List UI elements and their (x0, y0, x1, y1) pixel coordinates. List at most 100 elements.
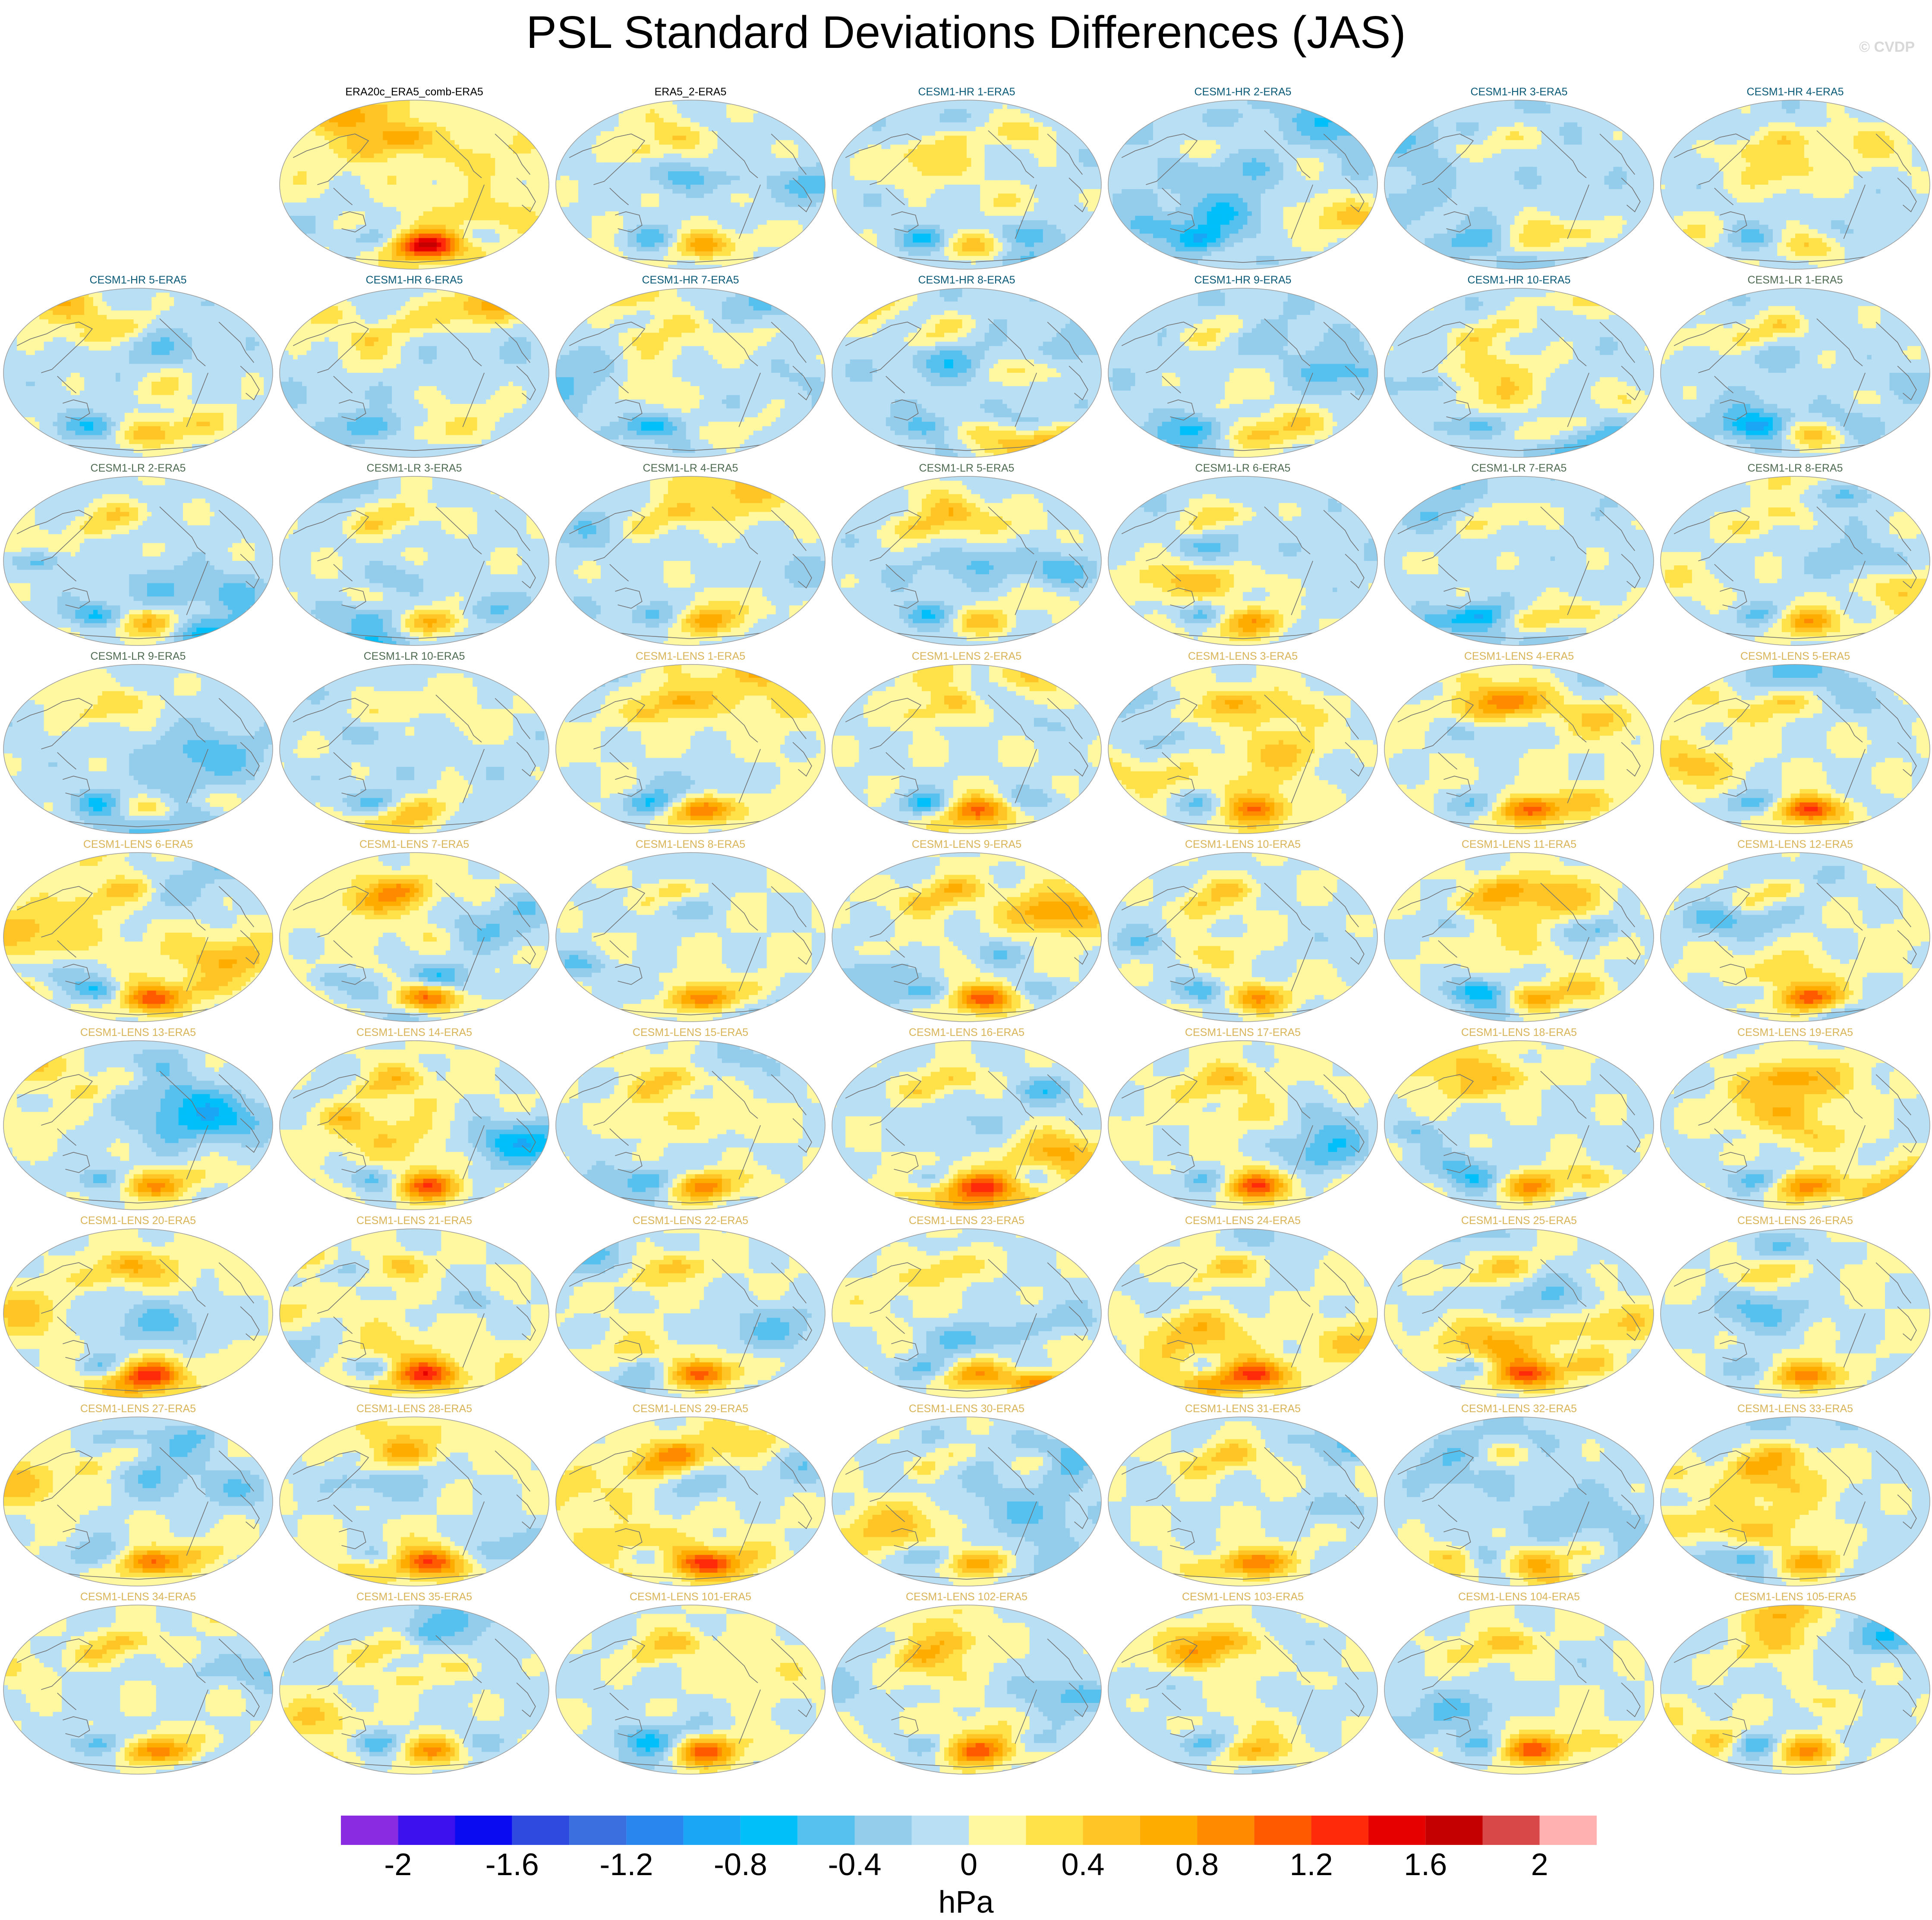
colorbar-tick-label: 2 (1531, 1848, 1548, 1882)
map-panel: CESM1-LENS 23-ERA5 (829, 1213, 1105, 1401)
map-field (552, 1604, 829, 1775)
map-panel: CESM1-LENS 26-ERA5 (1657, 1213, 1932, 1401)
map-panel: CESM1-LENS 7-ERA5 (276, 837, 552, 1025)
map-panel-title: CESM1-LENS 22-ERA5 (552, 1213, 829, 1228)
map-field (829, 1040, 1105, 1211)
map-panel-title: CESM1-LENS 32-ERA5 (1381, 1401, 1657, 1416)
map-field (276, 1416, 552, 1587)
map-field (829, 99, 1105, 270)
map-panel-title: ERA5_2-ERA5 (552, 85, 829, 99)
map-panel: CESM1-LR 4-ERA5 (552, 461, 829, 649)
map-panel: CESM1-LR 7-ERA5 (1381, 461, 1657, 649)
colorbar-swatch (455, 1816, 512, 1845)
map-field (1381, 852, 1657, 1023)
colorbar-swatch (341, 1816, 398, 1845)
map-field (552, 1416, 829, 1587)
map-panel: CESM1-LENS 6-ERA5 (0, 837, 276, 1025)
map-panel: CESM1-LENS 13-ERA5 (0, 1025, 276, 1213)
map-panel: CESM1-LENS 2-ERA5 (829, 649, 1105, 837)
map-panel: CESM1-HR 1-ERA5 (829, 85, 1105, 273)
map-panel: CESM1-LENS 28-ERA5 (276, 1401, 552, 1590)
map-panel-title: CESM1-LENS 104-ERA5 (1381, 1590, 1657, 1604)
map-panel-title: CESM1-LENS 20-ERA5 (0, 1213, 276, 1228)
map-panel-title: CESM1-HR 9-ERA5 (1105, 273, 1381, 287)
map-panel-title: CESM1-LENS 15-ERA5 (552, 1025, 829, 1040)
map-panel-title: CESM1-HR 4-ERA5 (1657, 85, 1932, 99)
colorbar-swatch (1483, 1816, 1540, 1845)
map-panel: CESM1-HR 7-ERA5 (552, 273, 829, 461)
map-panel-title: CESM1-LENS 10-ERA5 (1105, 837, 1381, 852)
map-field (1381, 664, 1657, 834)
map-panel: CESM1-LENS 12-ERA5 (1657, 837, 1932, 1025)
map-panel-title: CESM1-LENS 28-ERA5 (276, 1401, 552, 1416)
map-panel-title: CESM1-HR 3-ERA5 (1381, 85, 1657, 99)
map-panel-title: CESM1-LR 7-ERA5 (1381, 461, 1657, 475)
map-panel-title: CESM1-LENS 14-ERA5 (276, 1025, 552, 1040)
colorbar-swatch (1311, 1816, 1368, 1845)
map-field (1105, 287, 1381, 458)
colorbar-swatch (1368, 1816, 1425, 1845)
map-panel-title: CESM1-LENS 19-ERA5 (1657, 1025, 1932, 1040)
map-field (552, 852, 829, 1023)
colorbar-tick-label: -1.2 (599, 1848, 653, 1882)
map-panel-title: CESM1-LENS 102-ERA5 (829, 1590, 1105, 1604)
map-panel-title: CESM1-LENS 31-ERA5 (1105, 1401, 1381, 1416)
map-panel: CESM1-LENS 27-ERA5 (0, 1401, 276, 1590)
map-field (1657, 1604, 1932, 1775)
map-field (0, 664, 276, 834)
map-panel: CESM1-LR 8-ERA5 (1657, 461, 1932, 649)
map-field (1381, 1604, 1657, 1775)
map-panel-title: ERA20c_ERA5_comb-ERA5 (276, 85, 552, 99)
map-field (1657, 852, 1932, 1023)
colorbar-swatch (1540, 1816, 1597, 1845)
map-panel-title: CESM1-LENS 24-ERA5 (1105, 1213, 1381, 1228)
map-panel-title: CESM1-LENS 5-ERA5 (1657, 649, 1932, 664)
map-field (829, 664, 1105, 834)
map-panel: CESM1-LENS 16-ERA5 (829, 1025, 1105, 1213)
map-panel: CESM1-LENS 105-ERA5 (1657, 1590, 1932, 1778)
map-field (829, 287, 1105, 458)
map-field (1381, 1416, 1657, 1587)
map-panel-title: CESM1-LENS 2-ERA5 (829, 649, 1105, 664)
map-panel-title: CESM1-LENS 18-ERA5 (1381, 1025, 1657, 1040)
map-panel: CESM1-LENS 9-ERA5 (829, 837, 1105, 1025)
map-panel-title: CESM1-HR 1-ERA5 (829, 85, 1105, 99)
map-field (1105, 1416, 1381, 1587)
map-panel-title: CESM1-LENS 27-ERA5 (0, 1401, 276, 1416)
map-field (276, 1040, 552, 1211)
map-field (1105, 852, 1381, 1023)
map-panel: CESM1-LENS 22-ERA5 (552, 1213, 829, 1401)
map-panel-title: CESM1-LENS 29-ERA5 (552, 1401, 829, 1416)
colorbar: -2 -1.6 -1.2 -0.8 -0.4 0 0.4 0.8 1.2 1.6 2 (0, 1812, 1932, 1885)
map-panel-title: CESM1-LENS 7-ERA5 (276, 837, 552, 852)
map-panel: CESM1-HR 10-ERA5 (1381, 273, 1657, 461)
map-panel: CESM1-LENS 35-ERA5 (276, 1590, 552, 1778)
map-panel: CESM1-HR 9-ERA5 (1105, 273, 1381, 461)
map-panel-title: CESM1-HR 7-ERA5 (552, 273, 829, 287)
map-field (1381, 287, 1657, 458)
map-panel: CESM1-LENS 15-ERA5 (552, 1025, 829, 1213)
colorbar-swatch (398, 1816, 455, 1845)
map-panel: CESM1-LR 3-ERA5 (276, 461, 552, 649)
map-field (1657, 287, 1932, 458)
map-panel: CESM1-LR 9-ERA5 (0, 649, 276, 837)
map-panel: CESM1-HR 8-ERA5 (829, 273, 1105, 461)
map-field (0, 1040, 276, 1211)
colorbar-swatch (1425, 1816, 1482, 1845)
map-panel-title: CESM1-LR 5-ERA5 (829, 461, 1105, 475)
map-field (1381, 99, 1657, 270)
map-field (1105, 99, 1381, 270)
map-panel: CESM1-LR 6-ERA5 (1105, 461, 1381, 649)
map-panel-title: CESM1-LENS 33-ERA5 (1657, 1401, 1932, 1416)
map-panel-title: CESM1-LENS 21-ERA5 (276, 1213, 552, 1228)
map-panel: CESM1-LENS 21-ERA5 (276, 1213, 552, 1401)
map-field (1657, 1040, 1932, 1211)
map-field (552, 99, 829, 270)
colorbar-swatch (797, 1816, 854, 1845)
map-field (0, 1416, 276, 1587)
map-field (1381, 1228, 1657, 1399)
map-panel-title: CESM1-LR 4-ERA5 (552, 461, 829, 475)
map-panel-grid: ERA20c_ERA5_comb-ERA5 ERA5_2-ERA5 CESM1-HR… (0, 0, 1932, 1812)
map-panel-title: CESM1-LR 3-ERA5 (276, 461, 552, 475)
map-panel: CESM1-HR 2-ERA5 (1105, 85, 1381, 273)
